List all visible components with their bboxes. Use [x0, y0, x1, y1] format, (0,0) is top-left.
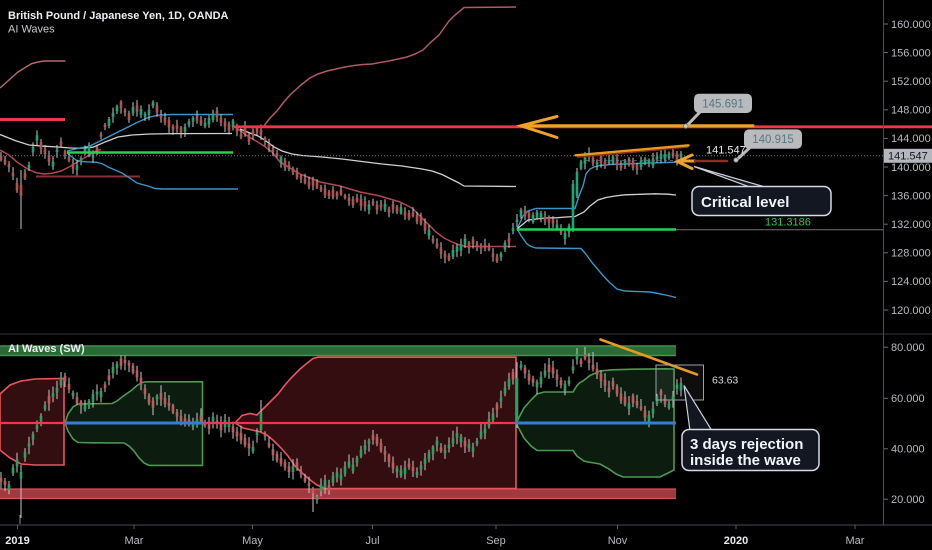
svg-text:Critical level: Critical level [701, 194, 789, 211]
svg-text:80.000: 80.000 [891, 342, 925, 354]
svg-text:British Pound / Japanese Yen,: British Pound / Japanese Yen, 1D, OANDA [8, 10, 229, 22]
svg-text:156.000: 156.000 [891, 47, 931, 59]
svg-text:AI Waves (SW): AI Waves (SW) [8, 343, 85, 355]
svg-text:2019: 2019 [5, 535, 29, 547]
svg-text:Jul: Jul [365, 535, 379, 547]
svg-text:60.000: 60.000 [891, 393, 925, 405]
svg-text:40.000: 40.000 [891, 444, 925, 456]
svg-text:141.547: 141.547 [888, 151, 928, 163]
svg-text:144.000: 144.000 [891, 133, 931, 145]
svg-text:141.547: 141.547 [706, 145, 746, 157]
svg-text:120.000: 120.000 [891, 305, 931, 317]
svg-text:3 days rejection: 3 days rejection [690, 436, 803, 453]
svg-text:63.63: 63.63 [712, 375, 738, 387]
svg-text:148.000: 148.000 [891, 105, 931, 117]
svg-text:May: May [242, 535, 263, 547]
svg-text:inside the wave: inside the wave [690, 452, 801, 469]
svg-text:Nov: Nov [608, 535, 628, 547]
svg-text:152.000: 152.000 [891, 76, 931, 88]
svg-text:140.000: 140.000 [891, 162, 931, 174]
svg-text:160.000: 160.000 [891, 19, 931, 31]
svg-text:20.000: 20.000 [891, 494, 925, 506]
svg-text:Mar: Mar [125, 535, 144, 547]
svg-text:136.000: 136.000 [891, 190, 931, 202]
svg-text:132.000: 132.000 [891, 219, 931, 231]
svg-text:140.915: 140.915 [752, 134, 794, 146]
svg-text:131.3186: 131.3186 [765, 217, 811, 229]
svg-text:124.000: 124.000 [891, 276, 931, 288]
svg-text:Sep: Sep [486, 535, 506, 547]
svg-text:AI Waves: AI Waves [8, 24, 55, 36]
svg-text:Mar: Mar [846, 535, 865, 547]
svg-text:128.000: 128.000 [891, 248, 931, 260]
svg-text:2020: 2020 [724, 535, 748, 547]
svg-text:145.691: 145.691 [702, 99, 744, 111]
